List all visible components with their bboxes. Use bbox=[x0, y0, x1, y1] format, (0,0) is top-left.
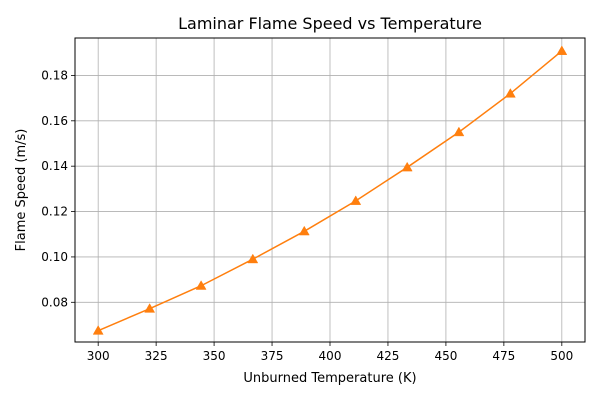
x-axis-ticks: 300 325 350 375 400 425 450 475 500 bbox=[87, 342, 573, 363]
grid-layer bbox=[75, 38, 585, 342]
y-axis-ticks: 0.08 0.10 0.12 0.14 0.16 0.18 bbox=[41, 68, 75, 309]
y-tick-label: 0.16 bbox=[41, 114, 68, 128]
y-tick-label: 0.10 bbox=[41, 250, 68, 264]
data-point bbox=[350, 195, 362, 205]
x-tick-label: 375 bbox=[261, 349, 284, 363]
series-layer bbox=[92, 45, 568, 335]
x-tick-label: 425 bbox=[377, 349, 400, 363]
y-tick-label: 0.12 bbox=[41, 205, 68, 219]
x-tick-label: 475 bbox=[492, 349, 515, 363]
y-tick-label: 0.08 bbox=[41, 295, 68, 309]
x-tick-label: 400 bbox=[319, 349, 342, 363]
data-point bbox=[298, 225, 310, 236]
data-point bbox=[504, 88, 516, 98]
x-axis-label: Unburned Temperature (K) bbox=[243, 371, 416, 386]
x-tick-label: 325 bbox=[145, 349, 168, 363]
data-point bbox=[453, 126, 465, 137]
x-tick-label: 500 bbox=[550, 349, 573, 363]
data-point bbox=[195, 280, 207, 290]
data-point bbox=[556, 45, 568, 55]
data-point bbox=[247, 253, 259, 264]
y-tick-label: 0.18 bbox=[41, 68, 68, 82]
data-point bbox=[144, 303, 156, 313]
chart-title: Laminar Flame Speed vs Temperature bbox=[178, 14, 482, 33]
x-tick-label: 450 bbox=[434, 349, 457, 363]
y-axis-label: Flame Speed (m/s) bbox=[14, 129, 29, 252]
y-tick-label: 0.14 bbox=[41, 159, 68, 173]
x-tick-label: 350 bbox=[203, 349, 226, 363]
series-line bbox=[97, 50, 563, 332]
data-point bbox=[401, 161, 413, 172]
data-point bbox=[92, 325, 104, 335]
x-tick-label: 300 bbox=[87, 349, 110, 363]
